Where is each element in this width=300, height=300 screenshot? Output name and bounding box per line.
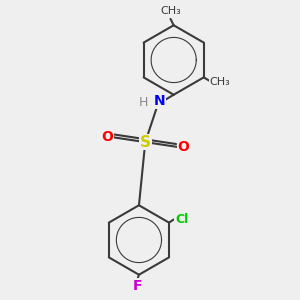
Text: O: O [101,130,113,144]
Text: CH₃: CH₃ [160,6,181,16]
Text: Cl: Cl [175,213,188,226]
Text: CH₃: CH₃ [209,77,230,87]
Text: H: H [139,96,148,109]
Text: F: F [133,279,142,293]
Text: O: O [177,140,189,154]
Text: N: N [154,94,165,108]
Text: S: S [140,135,151,150]
